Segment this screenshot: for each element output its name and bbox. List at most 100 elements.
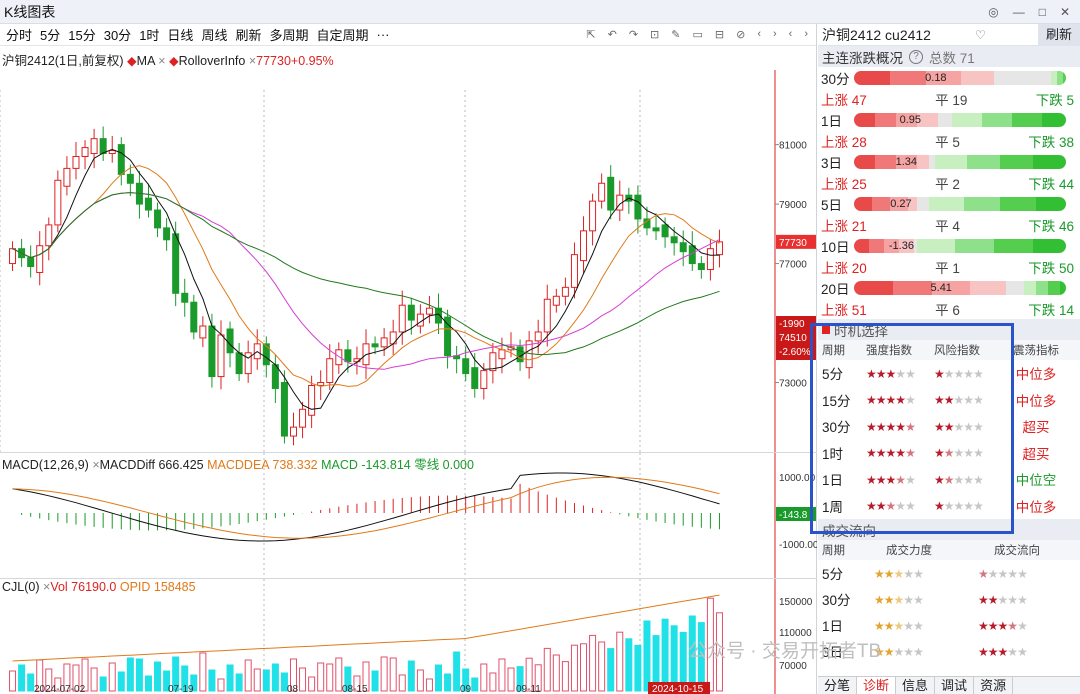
tab-info[interactable]: 信息 [896, 677, 936, 694]
tool-icon-3[interactable]: ⊡ [650, 29, 660, 41]
candle-body [299, 408, 307, 428]
tf-1h[interactable]: 1时 [139, 28, 160, 43]
tf-5min[interactable]: 5分 [40, 28, 61, 43]
candle-body [661, 224, 669, 238]
tool-icon-9[interactable]: › [772, 28, 777, 40]
refresh-button[interactable]: 刷新 [1037, 23, 1080, 46]
flow-row[interactable]: 1日 ★★★★★ ★★★★★ [818, 612, 1080, 638]
macd-value: MACD -143.814 [321, 458, 411, 472]
overview-value: 1.34 [895, 155, 917, 168]
star-icon: ★ [1007, 644, 1018, 659]
star-icon: ★ [1007, 566, 1018, 581]
tab-resource[interactable]: 资源 [974, 677, 1014, 694]
tf-week[interactable]: 周线 [201, 28, 228, 43]
more-button[interactable]: ··· [376, 27, 390, 42]
overview-count-row: 上涨 20 平 1 下跌 50 [818, 256, 1080, 277]
star-icon: ★ [973, 419, 984, 434]
volume-panel[interactable]: CJL(0) ×Vol 76190.0 OPID 158485 150000 11… [0, 578, 817, 694]
flow-row[interactable]: 5分 ★★★★★ ★★★★★ [818, 560, 1080, 586]
candle-body [36, 245, 44, 273]
tf-day[interactable]: 日线 [167, 28, 194, 43]
timing-row[interactable]: 1日 ★★★★★ ★★★★★ 中位空 [818, 466, 1080, 493]
timing-row[interactable]: 5分 ★★★★★ ★★★★★ 中位多 [818, 360, 1080, 387]
star-rating: ★★★★★ [866, 419, 916, 434]
custom-period-button[interactable]: 自定周期 [316, 28, 369, 43]
candle-body [289, 426, 297, 437]
tf-15min[interactable]: 15分 [68, 28, 96, 43]
tool-icon-4[interactable]: ✎ [671, 29, 681, 41]
timing-col-header: 强度指数 [866, 345, 912, 357]
multi-period-button[interactable]: 多周期 [269, 28, 309, 43]
close-icon[interactable]: ✕ [1059, 4, 1070, 19]
minimize-icon[interactable]: — [1012, 4, 1025, 19]
help-icon[interactable]: ? [909, 49, 923, 64]
candle-body [163, 227, 171, 241]
tf-30min[interactable]: 30分 [103, 28, 132, 43]
star-icon: ★ [997, 566, 1009, 581]
kline-chart[interactable]: 81000 79000 77000 73000 77730 -1990 74510 -2.60… [0, 70, 817, 452]
volume-bar [117, 671, 125, 692]
opid-line [12, 594, 720, 662]
flow-direction: ★★★★★ [978, 566, 1068, 581]
tool-icon-1[interactable]: ↶ [607, 29, 617, 41]
star-icon: ★ [934, 446, 945, 461]
tab-diagnose[interactable]: 诊断 [857, 677, 897, 694]
overview-bar-row[interactable]: 20日 5.41 [818, 277, 1080, 298]
volume-bar [661, 618, 669, 692]
timing-row[interactable]: 30分 ★★★★★ ★★★★★ 超买 [818, 413, 1080, 440]
tool-icon-11[interactable]: › [804, 28, 808, 40]
remove-icon[interactable]: × [158, 54, 166, 68]
overview-bar-row[interactable]: 3日 1.34 [818, 151, 1080, 172]
overview-bar-segment [952, 112, 983, 127]
star-icon: ★ [943, 393, 955, 408]
settings-icon[interactable]: ◎ [988, 4, 999, 19]
overview-bar-segment [895, 154, 917, 169]
tab-fenbi[interactable]: 分笔 [818, 677, 858, 694]
star-icon: ★ [895, 419, 906, 434]
remove-icon[interactable]: × [43, 580, 51, 594]
volume-bar [317, 662, 325, 692]
star-icon: ★ [883, 592, 895, 607]
overview-bar-row[interactable]: 30分 0.18 [818, 67, 1080, 88]
date-axis: 2024-07-02 07-19 08 08-15 09 09-11 2024-10-15 [0, 682, 817, 694]
timing-row[interactable]: 1时 ★★★★★ ★★★★★ 超买 [818, 440, 1080, 467]
flow-row[interactable]: 3日 ★★★★★ ★★★★★ [818, 638, 1080, 664]
timing-period: 30分 [822, 420, 851, 436]
favorite-icon[interactable]: ♡ [974, 27, 986, 42]
star-icon: ★ [905, 472, 916, 487]
candle-body [45, 224, 53, 247]
tool-icon-2[interactable]: ↷ [628, 29, 639, 41]
macd-panel[interactable]: MACD(12,26,9) ×MACDDiff 666.425 MACDDEA … [0, 452, 817, 579]
tool-icon-8[interactable]: ‹ [757, 28, 761, 40]
overview-bar-row[interactable]: 5日 0.27 [818, 193, 1080, 214]
overview-bar-row[interactable]: 1日 0.95 [818, 109, 1080, 130]
tool-icon-0[interactable]: ⇱ [586, 29, 596, 41]
overview-count-row: 上涨 21 平 4 下跌 46 [818, 214, 1080, 235]
remove-icon[interactable]: × [248, 54, 257, 68]
tool-icon-6[interactable]: ⊟ [714, 29, 725, 41]
star-icon: ★ [913, 566, 924, 581]
timing-row[interactable]: 15分 ★★★★★ ★★★★★ 中位多 [818, 387, 1080, 414]
overview-flat-count: 平 19 [935, 92, 968, 108]
date-label: 08 [287, 684, 299, 694]
candle-body [63, 167, 71, 187]
star-icon: ★ [866, 446, 877, 461]
tool-icon-7[interactable]: ⊘ [736, 29, 746, 41]
star-icon: ★ [885, 446, 897, 461]
candle-body [126, 173, 134, 184]
flow-table: 5分 ★★★★★ ★★★★★ 30分 ★★★★★ ★★★★★ 1日 ★★★★★ ★★★★★ 3日 ★… [818, 560, 1080, 664]
volume-bar [489, 672, 497, 692]
refresh-button[interactable]: 刷新 [235, 28, 262, 43]
timing-row[interactable]: 1周 ★★★★★ ★★★★★ 中位多 [818, 493, 1080, 520]
overview-bar-row[interactable]: 10日 -1.36 [818, 235, 1080, 256]
tool-icon-10[interactable]: ‹ [788, 28, 793, 40]
remove-icon[interactable]: × [92, 458, 100, 472]
flow-row[interactable]: 30分 ★★★★★ ★★★★★ [818, 586, 1080, 612]
tool-icon-5[interactable]: ▭ [692, 29, 703, 41]
star-icon: ★ [895, 393, 906, 408]
overview-bar-segment [868, 238, 884, 253]
tab-debug[interactable]: 调试 [935, 677, 975, 694]
maximize-icon[interactable]: □ [1038, 4, 1046, 19]
tf-fenshi[interactable]: 分时 [6, 28, 33, 43]
star-icon: ★ [963, 419, 974, 434]
